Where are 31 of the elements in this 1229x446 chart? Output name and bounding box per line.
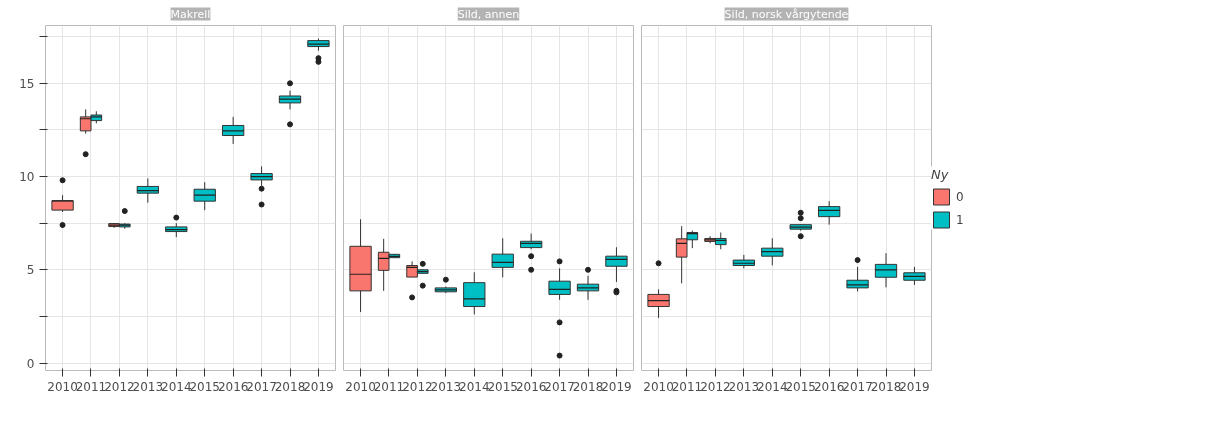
x-tick-label: 2012 xyxy=(402,379,433,394)
x-tick-label: 2019 xyxy=(303,379,334,394)
x-tick-label: 2017 xyxy=(246,379,277,394)
y-tick-label: 10 xyxy=(19,170,35,185)
x-tick-label: 2012 xyxy=(700,379,731,394)
x-tick-label: 2015 xyxy=(189,379,220,394)
legend-label: 1 xyxy=(956,212,965,226)
x-tick-label: 2010 xyxy=(643,379,674,394)
x-tick-label: 2010 xyxy=(345,379,376,394)
x-tick-label: 2015 xyxy=(785,379,816,394)
chart-title: Sild, norsk vårgytende xyxy=(724,7,849,21)
x-tick-label: 2017 xyxy=(842,379,873,394)
y-tick-label: 0 xyxy=(26,356,35,371)
x-tick-label: 2014 xyxy=(757,379,788,394)
legend-title: Ny xyxy=(931,166,950,181)
chart-title: Makrell xyxy=(170,7,211,21)
y-tick-label: 5 xyxy=(26,263,35,278)
x-tick-label: 2019 xyxy=(899,379,930,394)
legend-label: 0 xyxy=(956,189,965,203)
x-tick-label: 2017 xyxy=(544,379,575,394)
x-tick-label: 2018 xyxy=(274,379,306,394)
x-tick-label: 2014 xyxy=(161,379,192,394)
x-tick-label: 2014 xyxy=(459,379,490,394)
chart-title: Sild, annen xyxy=(457,7,520,21)
x-tick-label: 2015 xyxy=(487,379,518,394)
x-tick-label: 2012 xyxy=(104,379,135,394)
x-tick-label: 2018 xyxy=(870,379,902,394)
x-tick-label: 2010 xyxy=(47,379,78,394)
x-tick-label: 2018 xyxy=(572,379,604,394)
x-tick-label: 2019 xyxy=(601,379,632,394)
y-tick-label: 15 xyxy=(19,76,35,91)
